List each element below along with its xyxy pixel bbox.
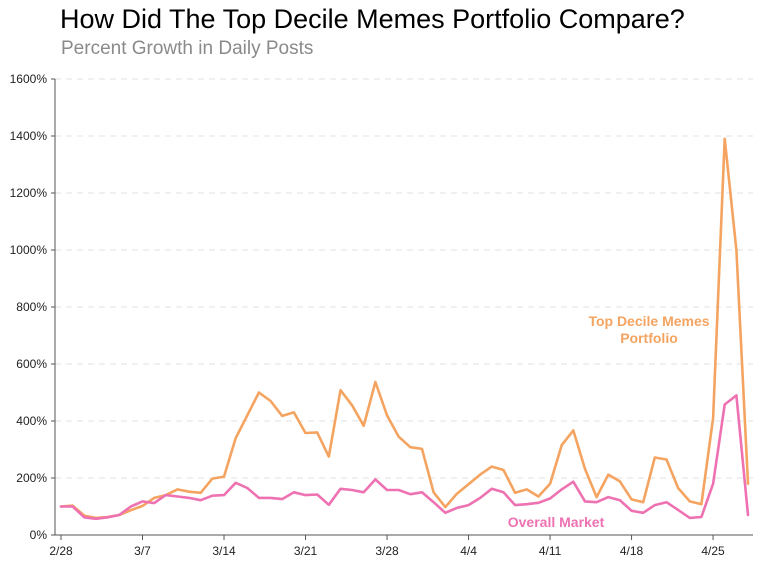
- x-tick-label: 3/21: [294, 544, 318, 558]
- x-tick-label: 3/14: [212, 544, 236, 558]
- series-lines: [59, 137, 750, 521]
- chart-subtitle: Percent Growth in Daily Posts: [61, 38, 314, 59]
- series-line-top: [59, 137, 750, 520]
- x-tick-label: 3/7: [134, 544, 151, 558]
- y-axis-ticks: 0% 200% 400% 600% 800% 1000% 1200% 1400% 1600%: [10, 72, 55, 542]
- x-tick-label: 4/4: [460, 544, 477, 558]
- annotation-top: Portfolio: [620, 330, 678, 346]
- x-tick-label: 4/11: [539, 544, 562, 558]
- y-tick-label: 1000%: [10, 243, 48, 257]
- annotation-market: Overall Market: [508, 514, 605, 530]
- annotation-top: Top Decile Memes: [588, 313, 709, 329]
- x-axis-ticks: 2/28 3/7 3/14 3/21 3/28 4/4 4/11 4/18 4/25: [49, 535, 725, 558]
- y-tick-label: 800%: [16, 300, 47, 314]
- x-tick-label: 2/28: [49, 544, 73, 558]
- y-tick-label: 200%: [16, 471, 47, 485]
- series-line-market: [59, 394, 750, 521]
- x-tick-label: 4/18: [620, 544, 644, 558]
- y-tick-label: 1400%: [10, 129, 48, 143]
- x-tick-label: 4/25: [701, 544, 725, 558]
- y-tick-label: 0%: [30, 528, 48, 542]
- y-tick-label: 1600%: [10, 72, 48, 86]
- y-tick-label: 400%: [16, 414, 47, 428]
- y-tick-label: 600%: [16, 357, 47, 371]
- gridlines: [55, 78, 753, 479]
- y-tick-label: 1200%: [10, 186, 48, 200]
- chart-title: How Did The Top Decile Memes Portfolio C…: [60, 4, 685, 34]
- x-tick-label: 3/28: [375, 544, 399, 558]
